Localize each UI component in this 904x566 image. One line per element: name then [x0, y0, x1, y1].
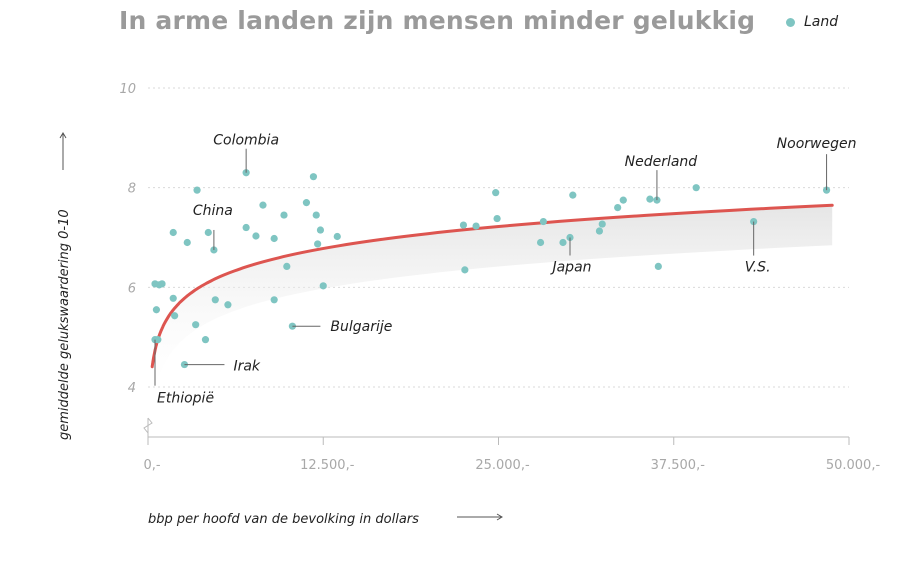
data-point	[319, 282, 327, 290]
x-tick-label: 25.000,-	[475, 458, 530, 473]
data-point	[333, 232, 341, 241]
annotations: Colombia China Bulgarije Irak Ethiopië Japan N…	[154, 133, 857, 407]
y-tick-label: 4	[128, 381, 136, 396]
y-tick-label: 10	[119, 82, 136, 97]
data-point	[692, 184, 700, 192]
data-point	[646, 195, 654, 203]
axes: 0,- 12.500,- 25.000,- 37.500,- 50.000,-	[143, 417, 881, 473]
data-point	[312, 211, 320, 219]
data-point	[461, 266, 469, 274]
chart-title: In arme landen zijn mensen minder gelukk…	[119, 6, 756, 35]
data-point	[270, 234, 278, 243]
data-point	[154, 336, 162, 344]
data-point	[193, 186, 201, 194]
data-point	[309, 173, 318, 181]
data-point	[280, 211, 288, 219]
data-point	[316, 226, 325, 234]
data-point	[252, 232, 260, 240]
y-tick-label: 6	[128, 281, 136, 296]
legend-label: Land	[804, 14, 839, 30]
data-point	[536, 238, 545, 247]
data-point	[171, 312, 179, 320]
data-point	[595, 227, 604, 235]
data-point	[314, 240, 322, 248]
data-point	[283, 262, 291, 271]
data-point	[192, 321, 200, 329]
y-tick-label: 8	[128, 182, 136, 197]
data-point	[204, 228, 212, 237]
data-point	[459, 221, 468, 229]
legend-marker	[786, 17, 795, 27]
data-point	[224, 301, 232, 309]
y-axis-arrow	[59, 132, 67, 170]
data-point	[259, 201, 267, 209]
data-point	[242, 223, 250, 232]
data-point	[598, 220, 606, 228]
annotation-label: Noorwegen	[777, 136, 857, 152]
data-point	[211, 296, 219, 304]
x-axis-arrow	[457, 513, 503, 521]
annotation-label: Irak	[233, 359, 260, 375]
data-point	[152, 306, 161, 314]
annotation-label: Japan	[549, 260, 591, 276]
annotation-label: China	[193, 203, 233, 219]
annotation-label: Ethiopië	[157, 391, 214, 407]
data-point	[183, 238, 191, 247]
data-point	[750, 217, 758, 226]
data-point	[619, 196, 627, 204]
data-points	[151, 169, 831, 369]
trendline-shadow	[152, 205, 833, 407]
data-point	[569, 191, 577, 199]
data-point	[492, 189, 500, 197]
annotation-label: Colombia	[213, 133, 279, 149]
y-axis-label: gemiddelde gelukswaardering 0-10	[57, 209, 72, 440]
data-point	[169, 294, 177, 302]
data-point	[539, 217, 547, 226]
x-tick-label: 0,-	[143, 458, 160, 473]
data-point	[654, 262, 662, 271]
y-axis-break	[143, 417, 153, 434]
annotation-label: V.S.	[745, 260, 771, 276]
x-tick-label: 50.000,-	[826, 458, 881, 473]
data-point	[493, 214, 501, 223]
data-point	[201, 336, 210, 344]
data-point	[169, 228, 177, 237]
annotation-label: Nederland	[625, 154, 698, 170]
annotation-label: Bulgarije	[330, 319, 392, 335]
legend: Land	[786, 14, 838, 30]
data-point	[158, 280, 166, 288]
x-axis-label: bbp per hoofd van de bevolking in dollar…	[148, 512, 419, 527]
data-point	[302, 199, 311, 207]
x-tick-label: 37.500,-	[651, 458, 706, 473]
data-point	[559, 238, 567, 247]
data-point	[270, 296, 278, 304]
x-tick-label: 12.500,-	[300, 458, 355, 473]
data-point	[472, 222, 480, 230]
data-point	[614, 204, 622, 212]
